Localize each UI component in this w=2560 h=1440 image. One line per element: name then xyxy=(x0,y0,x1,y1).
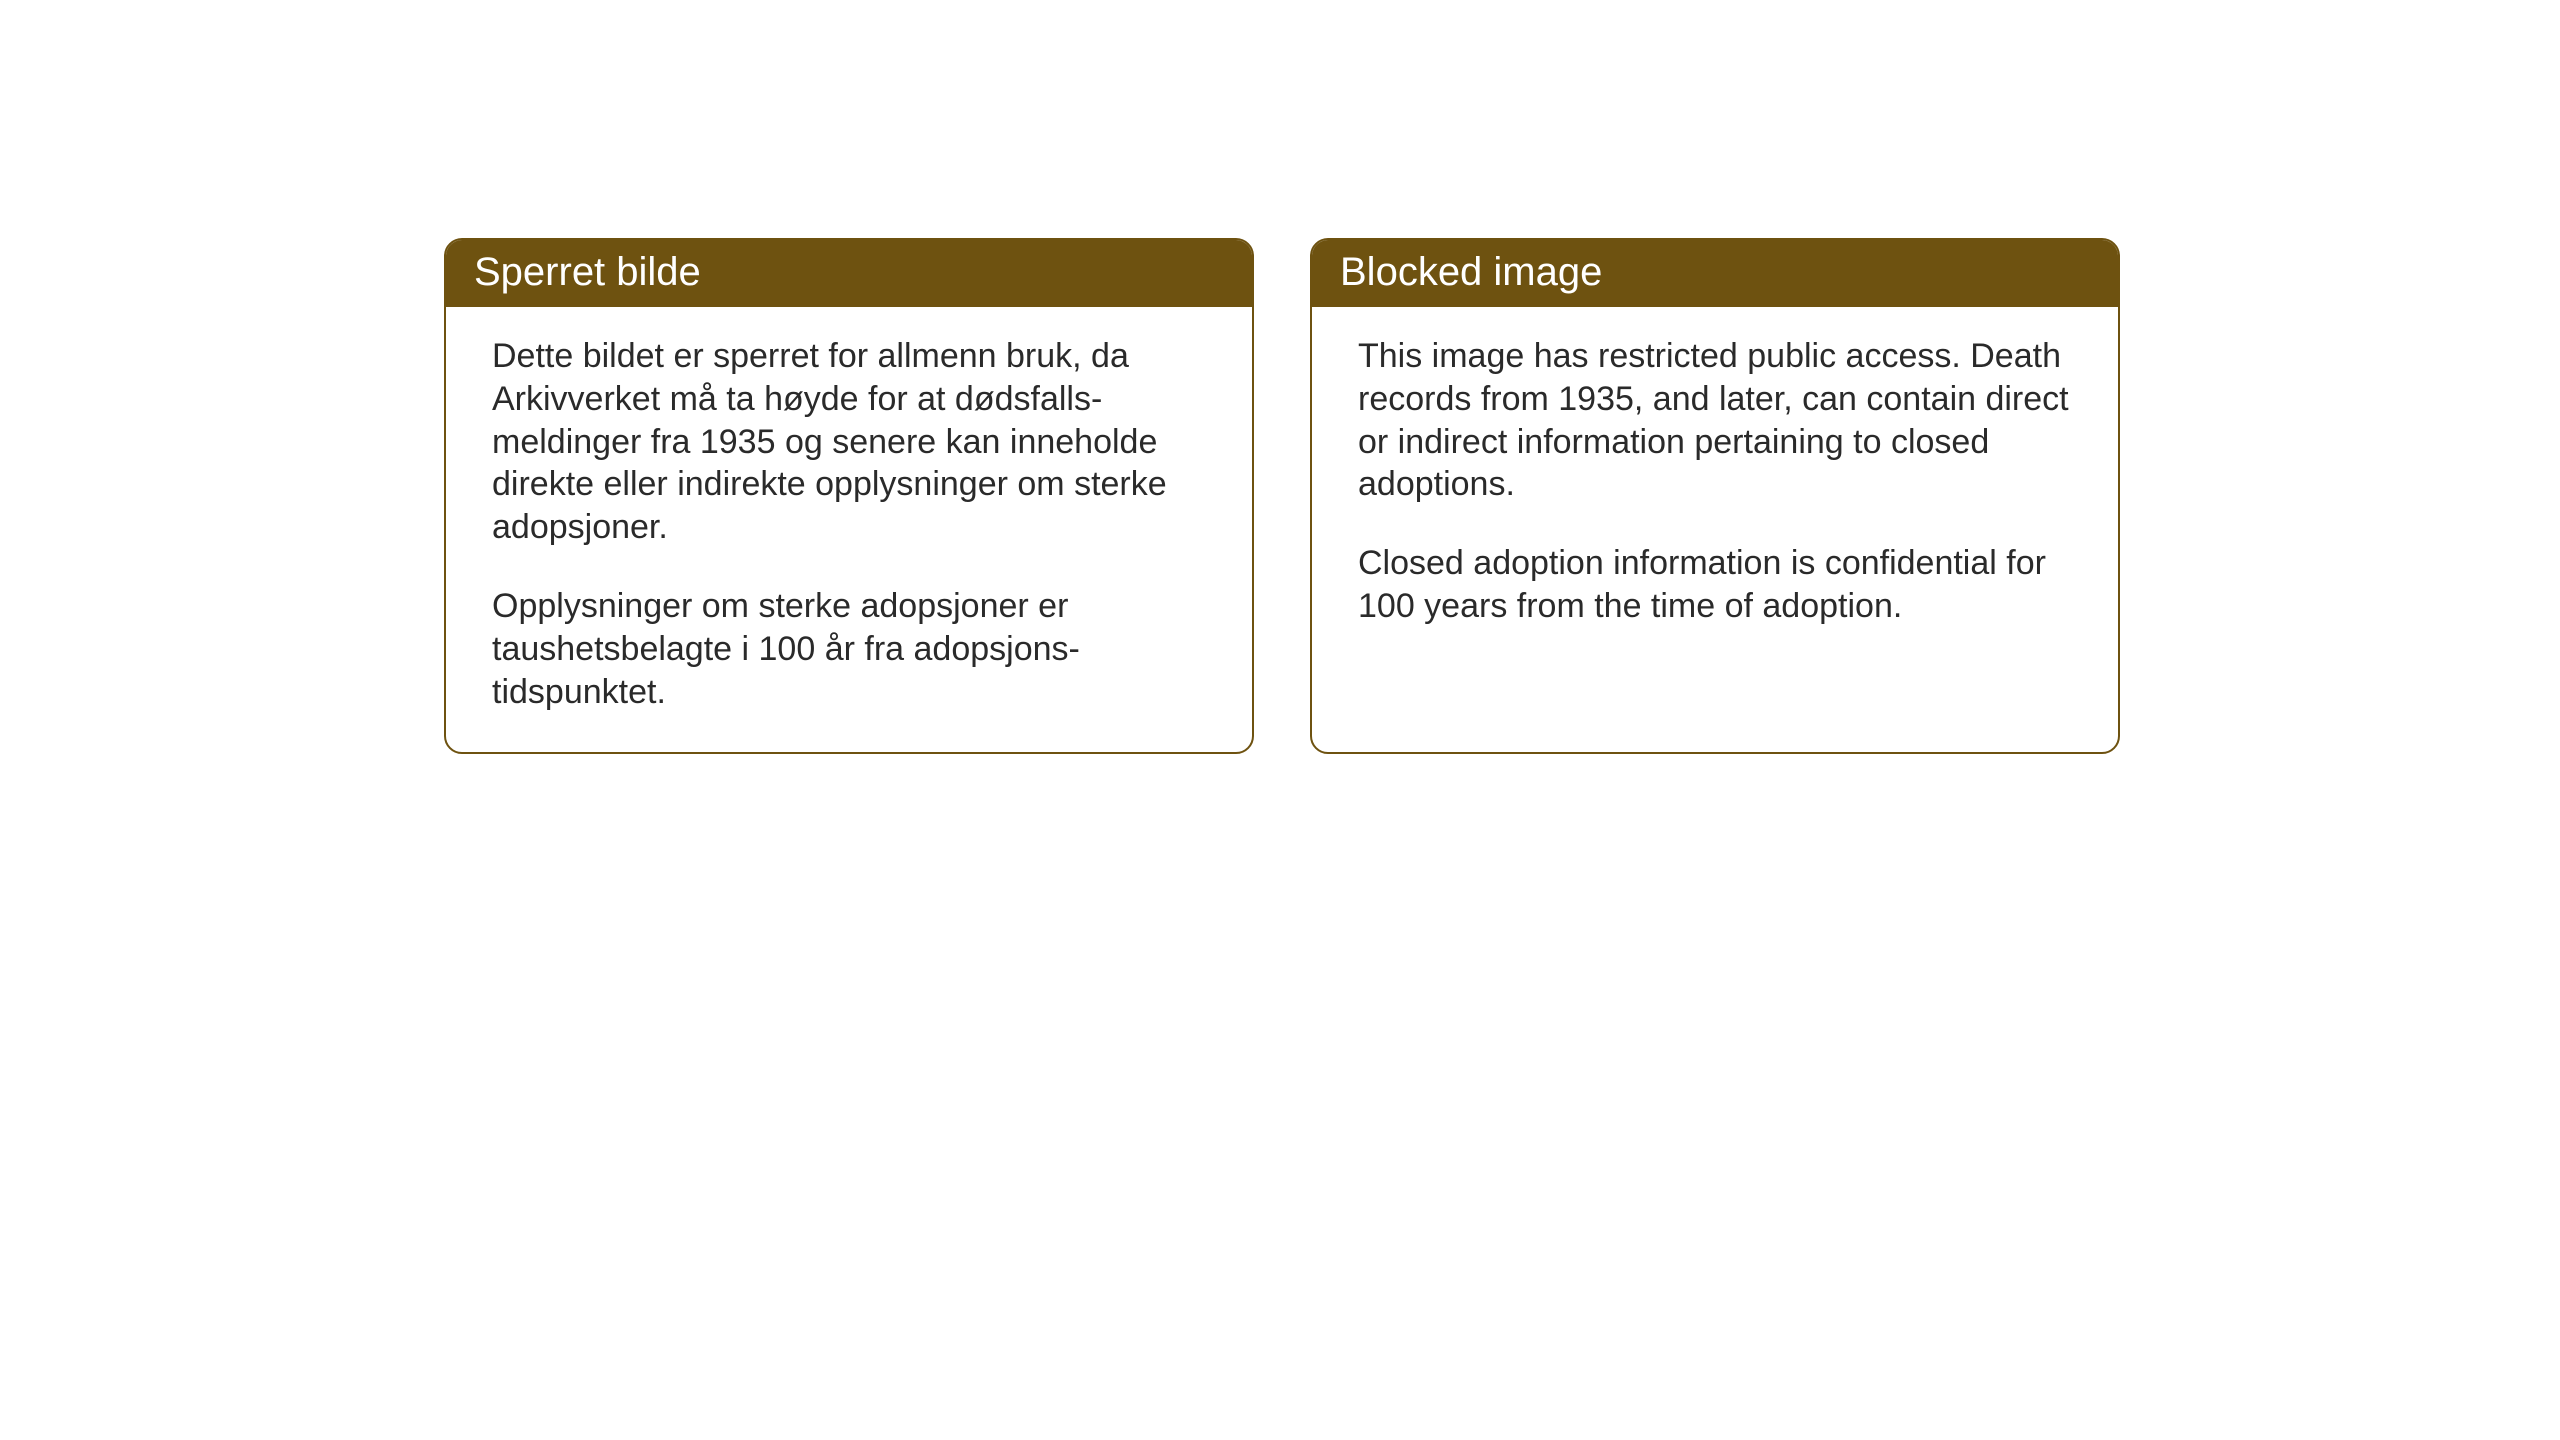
notice-paragraph: Dette bildet er sperret for allmenn bruk… xyxy=(492,335,1206,549)
panel-title: Blocked image xyxy=(1312,240,2118,307)
notice-paragraph: Closed adoption information is confident… xyxy=(1358,542,2072,628)
notice-panel-norwegian: Sperret bilde Dette bildet er sperret fo… xyxy=(444,238,1254,754)
notice-paragraph: This image has restricted public access.… xyxy=(1358,335,2072,506)
notice-paragraph: Opplysninger om sterke adopsjoner er tau… xyxy=(492,585,1206,713)
panel-body: Dette bildet er sperret for allmenn bruk… xyxy=(446,307,1252,752)
notice-panel-english: Blocked image This image has restricted … xyxy=(1310,238,2120,754)
panel-body: This image has restricted public access.… xyxy=(1312,307,2118,666)
notice-container: Sperret bilde Dette bildet er sperret fo… xyxy=(444,238,2120,754)
panel-title: Sperret bilde xyxy=(446,240,1252,307)
